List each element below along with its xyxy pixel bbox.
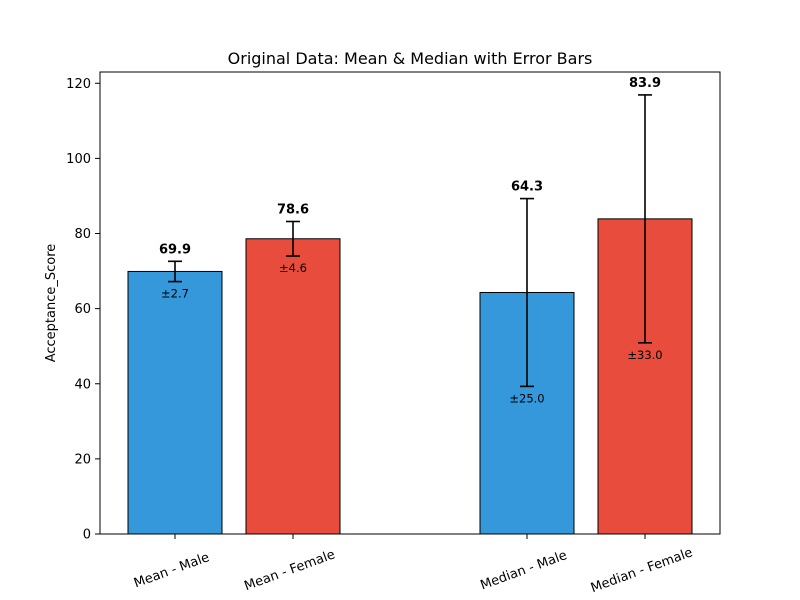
value-labels-layer: 69.9 ±2.7 78.6 ±4.6 64.3 ±25.0 83.9 ±33.0 [159, 76, 663, 405]
error-label-0: ±2.7 [161, 287, 189, 301]
value-label-3: 83.9 [629, 76, 661, 91]
bar-0 [127, 270, 223, 535]
y-tick-label-0: 0 [83, 528, 91, 543]
x-tick-label-3: Median - Female [589, 545, 695, 596]
y-tick-label-5: 100 [66, 152, 91, 167]
error-label-3: ±33.0 [627, 348, 662, 362]
y-axis-label: Acceptance_Score [44, 244, 59, 363]
value-label-1: 78.6 [277, 202, 309, 217]
bar-1 [245, 238, 341, 535]
x-tick-label-2: Median - Male [478, 548, 569, 593]
error-label-2: ±25.0 [509, 391, 544, 405]
x-tick-label-0: Mean - Male [132, 550, 212, 591]
bars-layer [127, 218, 693, 535]
error-label-1: ±4.6 [279, 261, 307, 275]
y-tick-label-4: 80 [74, 227, 91, 242]
x-tick-label-1: Mean - Female [242, 547, 337, 594]
plot-frame [99, 71, 721, 535]
value-label-2: 64.3 [511, 180, 543, 195]
y-tick-label-2: 40 [74, 377, 91, 392]
value-label-0: 69.9 [159, 242, 191, 257]
error-bars-layer [168, 94, 652, 388]
y-tick-label-1: 20 [74, 452, 91, 467]
y-tick-label-3: 60 [74, 302, 91, 317]
y-tick-label-6: 120 [66, 77, 91, 92]
chart-title: Original Data: Mean & Median with Error … [228, 49, 593, 68]
